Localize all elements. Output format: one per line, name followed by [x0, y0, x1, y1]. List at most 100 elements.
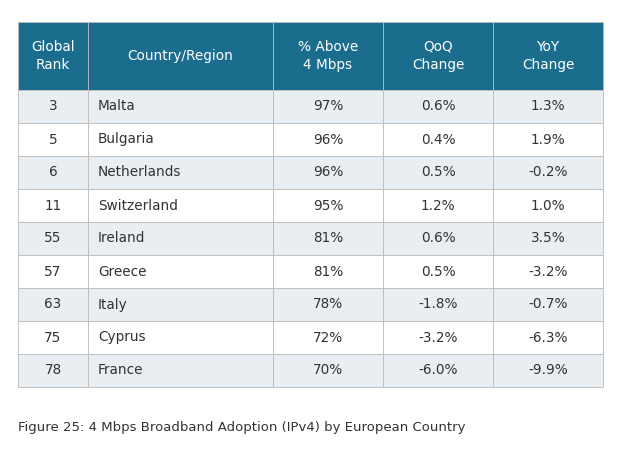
Text: 3: 3 — [49, 99, 58, 114]
Text: 70%: 70% — [313, 364, 343, 377]
Text: -0.7%: -0.7% — [528, 297, 568, 311]
Text: 78%: 78% — [313, 297, 343, 311]
Bar — [18, 156, 88, 189]
Text: -3.2%: -3.2% — [419, 331, 458, 345]
Bar — [383, 222, 493, 255]
Bar — [18, 90, 88, 123]
Text: 75: 75 — [44, 331, 61, 345]
Bar — [383, 156, 493, 189]
Bar — [88, 288, 273, 321]
Text: 81%: 81% — [313, 232, 343, 246]
Bar — [273, 156, 383, 189]
Bar — [273, 189, 383, 222]
Text: Ireland: Ireland — [98, 232, 145, 246]
Bar — [18, 354, 88, 387]
Text: 3.5%: 3.5% — [531, 232, 565, 246]
Text: 55: 55 — [44, 232, 61, 246]
Bar — [88, 22, 273, 90]
Bar — [18, 189, 88, 222]
Text: -6.3%: -6.3% — [528, 331, 568, 345]
Bar — [383, 123, 493, 156]
Text: 1.9%: 1.9% — [531, 133, 565, 147]
Bar — [273, 123, 383, 156]
Text: Cyprus: Cyprus — [98, 331, 146, 345]
Text: 57: 57 — [44, 265, 61, 278]
Bar — [383, 354, 493, 387]
Bar — [493, 288, 603, 321]
Text: -3.2%: -3.2% — [528, 265, 568, 278]
Bar — [88, 354, 273, 387]
Text: 96%: 96% — [313, 133, 343, 147]
Text: 0.5%: 0.5% — [420, 265, 456, 278]
Bar — [383, 288, 493, 321]
Text: 5: 5 — [49, 133, 58, 147]
Bar — [273, 354, 383, 387]
Bar — [273, 90, 383, 123]
Text: 6: 6 — [49, 166, 58, 179]
Text: Netherlands: Netherlands — [98, 166, 182, 179]
Bar — [493, 123, 603, 156]
Text: -1.8%: -1.8% — [419, 297, 458, 311]
Bar — [18, 222, 88, 255]
Text: Figure 25: 4 Mbps Broadband Adoption (IPv4) by European Country: Figure 25: 4 Mbps Broadband Adoption (IP… — [18, 421, 465, 434]
Bar — [383, 255, 493, 288]
Text: YoY
Change: YoY Change — [522, 40, 574, 72]
Bar — [18, 123, 88, 156]
Bar — [383, 22, 493, 90]
Text: 81%: 81% — [313, 265, 343, 278]
Text: 1.3%: 1.3% — [531, 99, 565, 114]
Text: 97%: 97% — [313, 99, 343, 114]
Bar — [18, 22, 88, 90]
Text: Italy: Italy — [98, 297, 128, 311]
Text: 0.5%: 0.5% — [420, 166, 456, 179]
Bar — [383, 189, 493, 222]
Bar — [88, 90, 273, 123]
Bar — [273, 222, 383, 255]
Text: Country/Region: Country/Region — [127, 49, 234, 63]
Bar — [273, 255, 383, 288]
Text: 95%: 95% — [313, 198, 343, 212]
Text: Global
Rank: Global Rank — [31, 40, 75, 72]
Bar — [493, 222, 603, 255]
Text: 96%: 96% — [313, 166, 343, 179]
Bar — [88, 321, 273, 354]
Text: Greece: Greece — [98, 265, 147, 278]
Text: 63: 63 — [44, 297, 61, 311]
Text: % Above
4 Mbps: % Above 4 Mbps — [298, 40, 358, 72]
Bar — [493, 22, 603, 90]
Text: 0.4%: 0.4% — [420, 133, 455, 147]
Text: 1.0%: 1.0% — [531, 198, 565, 212]
Bar — [88, 156, 273, 189]
Text: 72%: 72% — [313, 331, 343, 345]
Bar — [18, 255, 88, 288]
Bar — [383, 321, 493, 354]
Text: 78: 78 — [44, 364, 61, 377]
Bar — [88, 123, 273, 156]
Bar — [493, 255, 603, 288]
Text: -6.0%: -6.0% — [419, 364, 458, 377]
Text: Malta: Malta — [98, 99, 136, 114]
Bar — [88, 255, 273, 288]
Bar — [493, 321, 603, 354]
Text: -9.9%: -9.9% — [528, 364, 568, 377]
Text: Switzerland: Switzerland — [98, 198, 178, 212]
Text: Bulgaria: Bulgaria — [98, 133, 155, 147]
Bar — [493, 156, 603, 189]
Bar — [493, 90, 603, 123]
Text: France: France — [98, 364, 143, 377]
Bar — [88, 222, 273, 255]
Bar — [493, 189, 603, 222]
Text: 0.6%: 0.6% — [420, 99, 455, 114]
Bar — [273, 321, 383, 354]
Bar — [493, 354, 603, 387]
Bar — [273, 288, 383, 321]
Bar — [88, 189, 273, 222]
Text: 11: 11 — [44, 198, 61, 212]
Bar — [273, 22, 383, 90]
Text: 1.2%: 1.2% — [420, 198, 455, 212]
Text: -0.2%: -0.2% — [528, 166, 568, 179]
Bar — [383, 90, 493, 123]
Bar — [18, 288, 88, 321]
Bar — [18, 321, 88, 354]
Text: QoQ
Change: QoQ Change — [412, 40, 464, 72]
